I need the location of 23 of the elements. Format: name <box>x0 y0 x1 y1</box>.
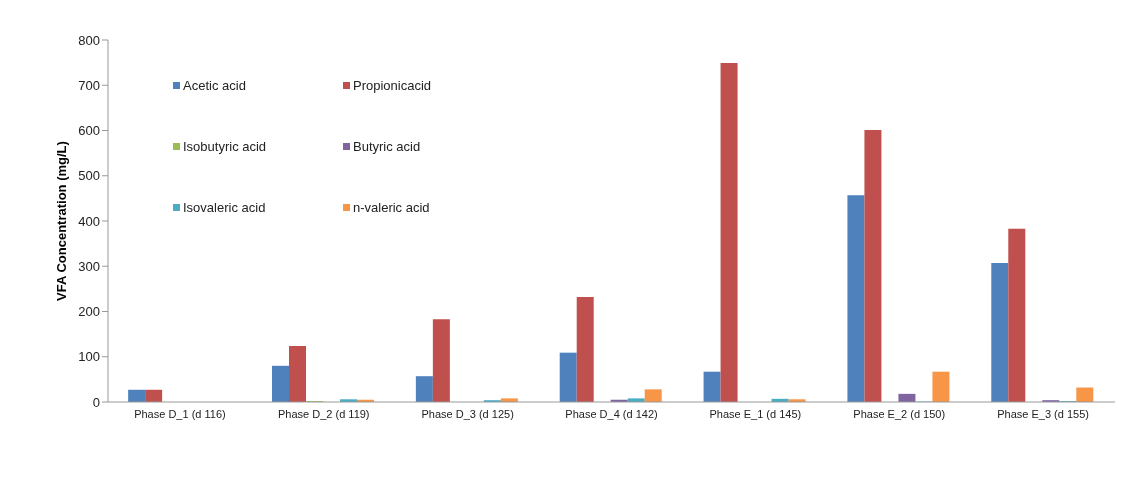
y-tick-label: 400 <box>78 213 100 229</box>
x-tick-label: Phase D_2 (d 119) <box>278 407 370 420</box>
y-tick-label: 200 <box>78 304 100 320</box>
y-tick-label: 700 <box>78 77 100 93</box>
x-tick-label: Phase D_3 (d 125) <box>421 407 514 420</box>
y-tick-label: 500 <box>78 168 100 184</box>
legend-label: Butyric acid <box>353 139 421 154</box>
y-tick-label: 300 <box>78 258 100 274</box>
x-tick-label: Phase D_4 (d 142) <box>565 407 658 420</box>
legend-label: Isobutyric acid <box>183 139 267 154</box>
legend-label: Propionicacid <box>353 78 432 93</box>
x-tick-label: Phase E_2 (d 150) <box>853 407 946 420</box>
x-tick-label: Phase D_1 (d 116) <box>134 407 226 420</box>
y-tick-label: 600 <box>78 123 100 139</box>
legend-label: Isovaleric acid <box>183 200 266 215</box>
y-tick-label: 100 <box>78 349 100 365</box>
y-tick-label: 0 <box>92 394 100 410</box>
x-tick-label: Phase E_3 (d 155) <box>997 407 1089 420</box>
x-tick-label: Phase E_1 (d 145) <box>709 407 802 420</box>
legend-label: n-valeric acid <box>353 200 430 215</box>
y-axis-title: VFA Concentration (mg/L) <box>53 141 69 301</box>
legend-label: Acetic acid <box>183 78 246 93</box>
y-tick-label: 800 <box>78 32 100 48</box>
